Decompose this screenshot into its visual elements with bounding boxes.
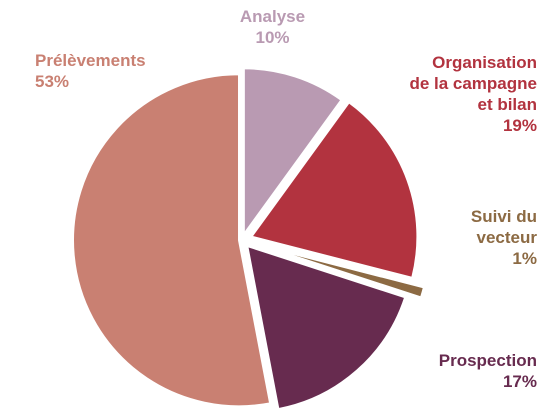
value-label: 17% [502, 372, 537, 391]
category-label: Suivi du vecteur [470, 207, 537, 247]
value-label: 19% [502, 116, 537, 135]
pie-slice [245, 244, 407, 411]
slice-label: Prospection 17% [407, 350, 537, 392]
category-label: Organisation de la campagne et bilan [409, 53, 537, 114]
pie-slice [249, 100, 419, 280]
slice-label: Prélèvements 53% [35, 50, 185, 92]
category-label: Analyse [239, 7, 306, 26]
slice-label: Suivi du vecteur 1% [457, 206, 537, 269]
value-label: 10% [255, 28, 290, 47]
category-label: Prospection [438, 351, 537, 370]
slice-label: Organisation de la campagne et bilan 19% [409, 52, 537, 136]
value-label: 53% [35, 72, 70, 91]
pie-slice [262, 245, 426, 299]
pie-slice [72, 73, 272, 408]
value-label: 1% [512, 249, 537, 268]
pie-slice [242, 67, 343, 238]
category-label: Prélèvements [35, 51, 146, 70]
slice-label: Analyse 10% [200, 6, 345, 48]
